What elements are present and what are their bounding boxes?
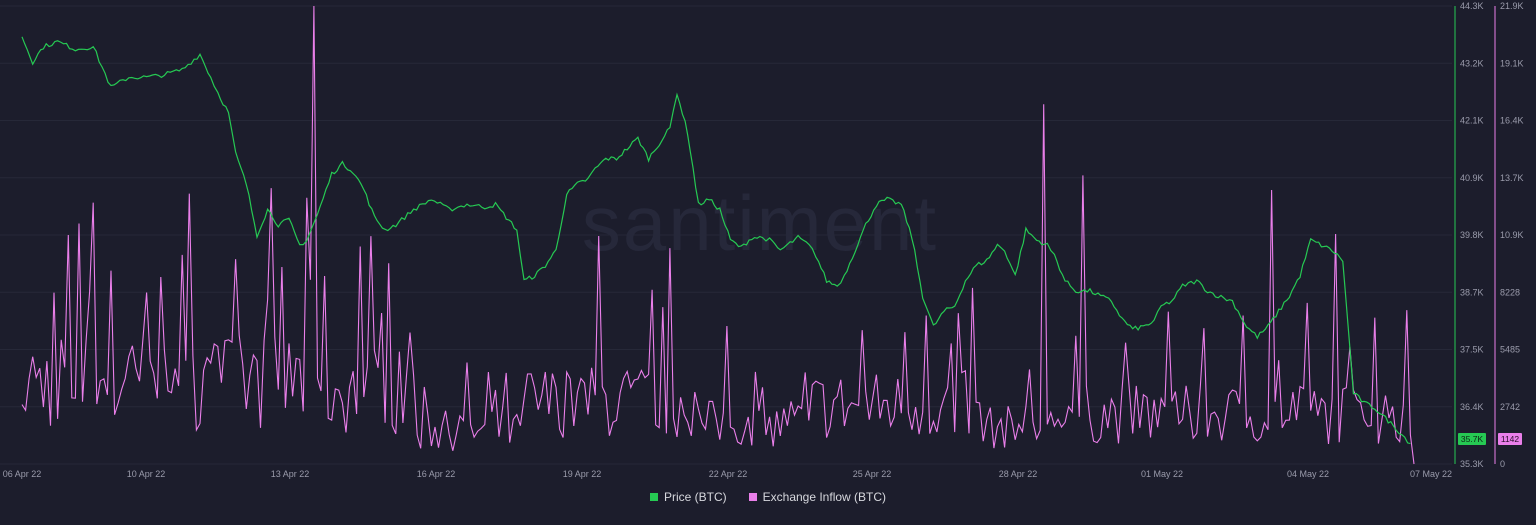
inflow-axis-tick-label: 16.4K xyxy=(1500,116,1524,126)
inflow-axis-tick-label: 8228 xyxy=(1500,287,1520,297)
x-axis-tick-label: 19 Apr 22 xyxy=(563,469,602,479)
price-axis-tick-label: 39.8K xyxy=(1460,230,1484,240)
inflow-series-line xyxy=(21,5,1415,465)
price-current-label: 35.7K xyxy=(1461,434,1484,444)
price-axis-tick-label: 40.9K xyxy=(1460,173,1484,183)
x-axis-tick-label: 25 Apr 22 xyxy=(853,469,892,479)
inflow-current-label: 1142 xyxy=(1501,434,1520,444)
inflow-axis-tick-label: 5485 xyxy=(1500,345,1520,355)
legend-label-price: Price (BTC) xyxy=(663,490,727,504)
inflow-axis-tick-label: 19.1K xyxy=(1500,58,1524,68)
x-axis-tick-label: 22 Apr 22 xyxy=(709,469,748,479)
inflow-axis-tick-label: 2742 xyxy=(1500,402,1520,412)
inflow-current-badge xyxy=(1498,433,1522,445)
watermark-text: santiment xyxy=(582,179,938,267)
x-axis-tick-label: 16 Apr 22 xyxy=(417,469,456,479)
price-series-line xyxy=(21,36,1411,445)
x-axis-tick-label: 10 Apr 22 xyxy=(127,469,166,479)
chart-legend: Price (BTC) Exchange Inflow (BTC) xyxy=(0,490,1536,504)
price-axis-tick-label: 43.2K xyxy=(1460,58,1484,68)
x-axis-tick-label: 01 May 22 xyxy=(1141,469,1183,479)
legend-item-price[interactable]: Price (BTC) xyxy=(649,490,727,504)
inflow-axis-tick-label: 0 xyxy=(1500,459,1505,469)
x-axis-tick-label: 06 Apr 22 xyxy=(3,469,42,479)
x-axis-tick-label: 28 Apr 22 xyxy=(999,469,1038,479)
x-axis-tick-label: 04 May 22 xyxy=(1287,469,1329,479)
price-axis-tick-label: 37.5K xyxy=(1460,345,1484,355)
price-axis-tick-label: 42.1K xyxy=(1460,116,1484,126)
x-axis-tick-label: 07 May 22 xyxy=(1410,469,1452,479)
x-axis-tick-label: 13 Apr 22 xyxy=(271,469,310,479)
price-axis-tick-label: 38.7K xyxy=(1460,287,1484,297)
legend-swatch-price xyxy=(649,493,658,501)
legend-swatch-inflow xyxy=(748,493,757,501)
inflow-axis-tick-label: 10.9K xyxy=(1500,230,1524,240)
price-axis-tick-label: 35.3K xyxy=(1460,459,1484,469)
inflow-axis-tick-label: 21.9K xyxy=(1500,1,1524,11)
price-current-badge xyxy=(1458,433,1486,445)
price-axis-tick-label: 36.4K xyxy=(1460,402,1484,412)
legend-item-inflow[interactable]: Exchange Inflow (BTC) xyxy=(748,490,887,504)
price-axis-tick-label: 44.3K xyxy=(1460,1,1484,11)
inflow-axis-tick-label: 13.7K xyxy=(1500,173,1524,183)
legend-label-inflow: Exchange Inflow (BTC) xyxy=(762,490,887,504)
